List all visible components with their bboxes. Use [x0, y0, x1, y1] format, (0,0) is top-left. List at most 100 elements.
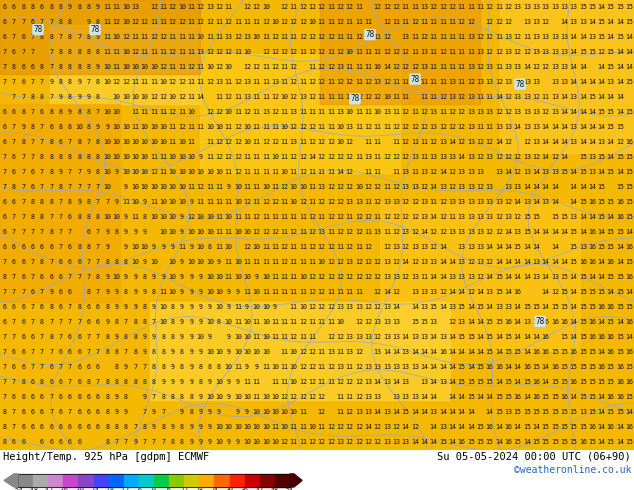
Bar [260, 474, 275, 487]
Text: 8: 8 [40, 319, 44, 325]
Text: 15: 15 [588, 49, 596, 55]
Text: 10: 10 [243, 140, 251, 146]
Text: 12: 12 [318, 154, 326, 160]
Text: 11: 11 [299, 245, 307, 250]
Text: 13: 13 [476, 199, 484, 205]
Text: 78: 78 [91, 25, 100, 34]
Text: 12: 12 [308, 79, 316, 85]
Text: 6: 6 [30, 334, 35, 341]
Text: 12: 12 [299, 394, 307, 400]
Text: 12: 12 [299, 20, 307, 25]
Text: 14: 14 [569, 394, 578, 400]
Text: 12: 12 [243, 65, 251, 71]
Text: 13: 13 [486, 154, 493, 160]
Text: 11: 11 [392, 20, 400, 25]
Text: 13: 13 [439, 154, 447, 160]
Text: 14: 14 [597, 95, 605, 100]
Text: 6: 6 [96, 304, 100, 310]
Text: 14: 14 [607, 215, 615, 220]
Text: 14: 14 [411, 304, 419, 310]
Text: 12: 12 [365, 184, 372, 191]
Text: 14: 14 [579, 124, 586, 130]
Text: 10: 10 [122, 124, 130, 130]
Text: 10: 10 [234, 334, 242, 341]
Text: 7: 7 [22, 229, 25, 235]
Text: 13: 13 [448, 304, 456, 310]
Text: 13: 13 [401, 184, 410, 191]
Text: 8: 8 [133, 319, 137, 325]
Text: 15: 15 [560, 290, 568, 295]
Text: 12: 12 [616, 140, 624, 146]
Text: 12: 12 [336, 274, 344, 280]
Text: 7: 7 [49, 184, 53, 191]
Text: 13: 13 [430, 124, 437, 130]
Text: 10: 10 [150, 124, 158, 130]
Text: 9: 9 [105, 124, 109, 130]
Text: 15: 15 [504, 379, 512, 385]
Text: 12: 12 [448, 170, 456, 175]
Text: 9: 9 [105, 229, 109, 235]
Text: 11: 11 [365, 34, 372, 41]
Text: 8: 8 [124, 259, 128, 266]
Text: 12: 12 [392, 184, 400, 191]
Text: 13: 13 [439, 424, 447, 430]
Text: 10: 10 [262, 424, 269, 430]
Text: 15: 15 [411, 319, 419, 325]
Text: 14: 14 [448, 379, 456, 385]
Text: 13: 13 [420, 290, 428, 295]
Text: 14: 14 [495, 245, 503, 250]
Text: 14: 14 [541, 290, 550, 295]
Text: 14: 14 [401, 259, 410, 266]
Text: 9: 9 [58, 170, 63, 175]
Text: 12: 12 [150, 170, 158, 175]
Text: 14: 14 [588, 79, 596, 85]
Text: 11: 11 [252, 95, 261, 100]
Text: 15: 15 [616, 184, 624, 191]
Text: 11: 11 [327, 95, 335, 100]
Text: 12: 12 [308, 379, 316, 385]
Text: 12: 12 [299, 365, 307, 370]
Text: 13: 13 [532, 109, 540, 116]
Text: 13: 13 [197, 49, 204, 55]
Text: 7: 7 [124, 440, 128, 445]
Text: 14: 14 [514, 199, 521, 205]
Text: 11: 11 [252, 319, 261, 325]
Text: 13: 13 [532, 49, 540, 55]
Text: 12: 12 [504, 199, 512, 205]
Text: 12: 12 [439, 290, 447, 295]
Text: 15: 15 [569, 365, 578, 370]
Text: 12: 12 [290, 49, 298, 55]
Text: 10: 10 [215, 349, 223, 355]
Text: 8: 8 [58, 109, 63, 116]
Text: 6: 6 [68, 424, 72, 430]
Text: 11: 11 [439, 79, 447, 85]
Text: 12: 12 [355, 424, 363, 430]
Text: 15: 15 [458, 365, 465, 370]
Text: 13: 13 [430, 259, 437, 266]
Text: 12: 12 [262, 20, 269, 25]
Text: 14: 14 [448, 394, 456, 400]
Text: 6: 6 [77, 409, 81, 416]
Bar [245, 474, 260, 487]
Text: 13: 13 [401, 229, 410, 235]
Text: 13: 13 [346, 124, 354, 130]
Text: 14: 14 [551, 229, 559, 235]
Text: 8: 8 [198, 379, 202, 385]
Text: 15: 15 [458, 334, 465, 341]
Text: 15: 15 [532, 365, 540, 370]
Text: 11: 11 [280, 334, 288, 341]
Text: 15: 15 [625, 4, 633, 10]
Text: 12: 12 [318, 199, 326, 205]
Text: 12: 12 [401, 245, 410, 250]
Text: 12: 12 [365, 274, 372, 280]
Text: 15: 15 [597, 379, 605, 385]
Text: 12: 12 [169, 49, 176, 55]
Text: 10: 10 [103, 65, 111, 71]
Text: 9: 9 [189, 334, 193, 341]
Text: 10: 10 [169, 215, 176, 220]
Text: 13: 13 [383, 109, 391, 116]
Text: 14: 14 [597, 440, 605, 445]
Text: 9: 9 [180, 215, 184, 220]
Text: 13: 13 [365, 334, 372, 341]
Text: 10: 10 [243, 274, 251, 280]
